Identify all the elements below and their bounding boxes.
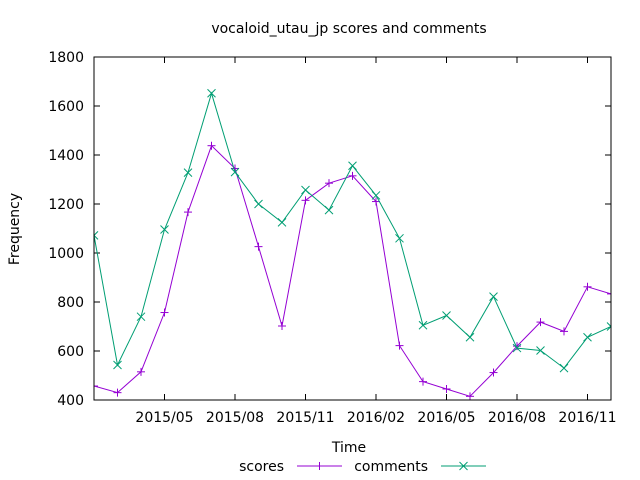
comments-point xyxy=(465,332,475,342)
y-tick-label: 600 xyxy=(57,344,84,360)
comments-point xyxy=(583,332,592,342)
x-tick-label: 2015/08 xyxy=(206,410,264,426)
scores-point xyxy=(536,318,545,327)
x-tick-label: 2015/11 xyxy=(276,410,334,426)
comments-point xyxy=(606,322,611,331)
legend-entry-scores: scores xyxy=(239,459,342,475)
series-comments xyxy=(94,88,611,373)
scores-line xyxy=(94,144,611,397)
scores-point xyxy=(94,382,98,391)
scores-point xyxy=(560,327,568,336)
x-axis-label: Time xyxy=(331,440,366,456)
comments-point xyxy=(489,292,498,301)
scores-point xyxy=(207,141,216,150)
scores-point xyxy=(278,322,286,331)
comments-point xyxy=(113,360,122,370)
comments-point xyxy=(559,363,569,373)
scores-point xyxy=(254,242,263,251)
comments-point xyxy=(183,168,193,177)
comments-point xyxy=(136,312,146,322)
y-tick-label: 1200 xyxy=(48,197,84,213)
comments-point xyxy=(254,199,263,209)
scores-point xyxy=(442,384,451,393)
series-scores xyxy=(94,141,611,400)
x-tick-label: 2016/08 xyxy=(488,410,546,426)
scores-point xyxy=(348,171,357,180)
scores-point xyxy=(184,208,192,217)
legend-marker xyxy=(459,461,468,471)
x-tick-label: 2016/11 xyxy=(558,410,616,426)
scores-point xyxy=(466,392,474,400)
comments-line xyxy=(94,91,611,369)
comments-point xyxy=(418,320,428,330)
comments-point xyxy=(230,167,240,177)
chart-title: vocaloid_utau_jp scores and comments xyxy=(211,21,486,37)
legend: scores comments xyxy=(239,459,486,475)
y-tick-label: 800 xyxy=(57,295,84,311)
comments-point xyxy=(395,233,404,243)
comments-point xyxy=(348,161,357,171)
comments-point xyxy=(442,311,451,320)
comments-point xyxy=(160,225,169,234)
comments-point xyxy=(324,205,334,215)
scores-point xyxy=(372,197,380,206)
legend-label: comments xyxy=(354,459,428,475)
legend-entry-comments: comments xyxy=(354,459,486,475)
comments-point xyxy=(536,346,545,355)
scores-point xyxy=(489,368,498,377)
comments-point xyxy=(371,191,381,200)
comments-point xyxy=(277,218,287,227)
scores-point xyxy=(137,367,145,376)
scores-point xyxy=(325,179,333,188)
scores-point xyxy=(583,282,592,291)
scores-point xyxy=(419,377,427,386)
comments-point xyxy=(301,185,310,195)
comments-point xyxy=(94,231,99,240)
axis-ticks: 400 600 800 1000 1200 1400 1600 1800 2015/05 2015… xyxy=(48,50,616,426)
scores-point xyxy=(395,341,404,350)
legend-label: scores xyxy=(239,459,284,475)
legend-marker xyxy=(315,462,324,470)
scores-point xyxy=(160,308,169,317)
y-tick-label: 1800 xyxy=(48,50,84,66)
series-layer xyxy=(94,88,611,400)
scores-point xyxy=(113,388,122,397)
x-tick-label: 2016/02 xyxy=(347,410,405,426)
x-tick-label: 2015/05 xyxy=(135,410,193,426)
y-tick-label: 1000 xyxy=(48,246,84,262)
y-tick-label: 400 xyxy=(57,393,84,409)
y-tick-label: 1600 xyxy=(48,99,84,115)
y-tick-label: 1400 xyxy=(48,148,84,164)
scores-point xyxy=(607,289,611,298)
comments-point xyxy=(207,88,216,98)
x-tick-label: 2016/05 xyxy=(417,410,475,426)
y-axis-label: Frequency xyxy=(7,193,23,265)
plot-frame xyxy=(93,56,612,401)
comments-point xyxy=(512,343,522,353)
scores-point xyxy=(301,196,310,205)
